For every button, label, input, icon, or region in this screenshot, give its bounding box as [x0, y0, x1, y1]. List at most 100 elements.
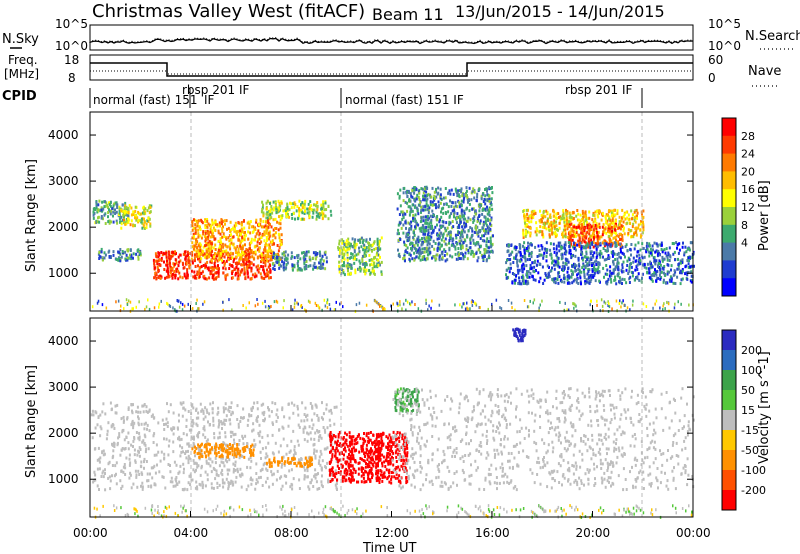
- echo-cell: [522, 231, 525, 235]
- echo-cell: [436, 192, 439, 196]
- echo-cell: [575, 264, 578, 268]
- echo-cell: [293, 205, 296, 209]
- ground-scatter-cell: [321, 308, 323, 312]
- echo-cell: [471, 207, 474, 211]
- echo-cell: [428, 242, 431, 246]
- echo-cell: [180, 437, 183, 441]
- echo-cell: [218, 423, 221, 427]
- echo-cell: [622, 252, 625, 256]
- echo-cell: [227, 258, 230, 262]
- echo-cell: [315, 210, 318, 214]
- echo-cell: [625, 281, 628, 285]
- echo-cell: [557, 274, 560, 278]
- echo-cell: [129, 473, 132, 477]
- echo-cell: [676, 243, 679, 247]
- echo-cell: [622, 260, 625, 264]
- echo-cell: [408, 222, 411, 226]
- echo-cell: [438, 228, 441, 232]
- echo-cell: [437, 242, 440, 246]
- echo-cell: [421, 258, 424, 261]
- echo-cell: [592, 273, 594, 277]
- echo-cell: [406, 201, 409, 205]
- echo-cell: [155, 277, 158, 280]
- echo-cell: [525, 247, 528, 250]
- echo-cell: [409, 253, 412, 257]
- echo-cell: [583, 264, 586, 268]
- echo-cell: [117, 258, 120, 262]
- echo-cell: [597, 215, 600, 219]
- echo-cell: [599, 249, 602, 253]
- echo-cell: [588, 237, 591, 241]
- echo-cell: [312, 211, 315, 215]
- echo-cell: [296, 256, 299, 259]
- echo-cell: [109, 212, 112, 216]
- echo-cell: [489, 239, 492, 243]
- echo-cell: [267, 270, 270, 274]
- echo-cell: [248, 226, 251, 230]
- echo-cell: [634, 243, 637, 247]
- echo-cell: [529, 263, 532, 267]
- echo-cell: [137, 417, 140, 421]
- echo-cell: [612, 271, 615, 275]
- echo-cell: [669, 275, 672, 279]
- echo-cell: [624, 245, 627, 249]
- echo-cell: [434, 242, 437, 245]
- echo-cell: [672, 281, 675, 285]
- echo-cell: [632, 256, 635, 260]
- echo-cell: [228, 234, 231, 238]
- echo-cell: [118, 207, 121, 211]
- echo-cell: [588, 225, 591, 229]
- echo-cell: [673, 269, 676, 273]
- echo-cell: [604, 240, 607, 244]
- ground-scatter-cell: [294, 298, 296, 302]
- echo-cell: [411, 203, 414, 207]
- echo-cell: [269, 264, 272, 268]
- echo-cell: [371, 243, 374, 247]
- echo-cell: [491, 250, 494, 254]
- echo-cell: [404, 250, 407, 253]
- echo-cell: [156, 262, 159, 266]
- echo-cell: [557, 263, 560, 267]
- echo-cell: [425, 239, 428, 243]
- echo-cell: [234, 247, 237, 251]
- echo-cell: [266, 243, 269, 247]
- echo-cell: [658, 273, 661, 277]
- echo-cell: [99, 413, 102, 417]
- echo-cell: [420, 205, 423, 209]
- echo-cell: [118, 251, 121, 255]
- echo-cell: [639, 248, 642, 252]
- echo-cell: [118, 211, 121, 215]
- echo-cell: [258, 423, 261, 427]
- echo-cell: [596, 239, 599, 243]
- echo-cell: [292, 453, 295, 457]
- echo-cell: [293, 256, 296, 260]
- echo-cell: [506, 250, 509, 254]
- echo-cell: [438, 233, 441, 237]
- echo-cell: [409, 192, 412, 196]
- echo-cell: [194, 223, 197, 227]
- echo-cell: [532, 269, 535, 273]
- echo-cell: [243, 226, 246, 230]
- echo-cell: [593, 271, 596, 275]
- echo-cell: [266, 216, 269, 220]
- ground-scatter-cell: [618, 302, 621, 305]
- echo-cell: [534, 269, 537, 272]
- echo-cell: [117, 250, 120, 254]
- echo-cell: [488, 194, 491, 198]
- echo-cell: [221, 427, 223, 430]
- echo-cell: [157, 276, 160, 279]
- echo-cell: [581, 238, 584, 242]
- echo-cell: [516, 268, 519, 272]
- echo-cell: [277, 232, 280, 236]
- echo-cell: [426, 253, 429, 257]
- echo-cell: [465, 219, 468, 223]
- echo-cell: [437, 200, 440, 204]
- ground-scatter-cell: [328, 303, 331, 306]
- ground-scatter-cell: [374, 299, 376, 303]
- echo-cell: [440, 198, 443, 201]
- echo-cell: [127, 208, 130, 211]
- echo-cell: [533, 265, 536, 269]
- echo-cell: [143, 227, 146, 230]
- echo-cell: [460, 203, 463, 207]
- echo-cell: [490, 203, 493, 207]
